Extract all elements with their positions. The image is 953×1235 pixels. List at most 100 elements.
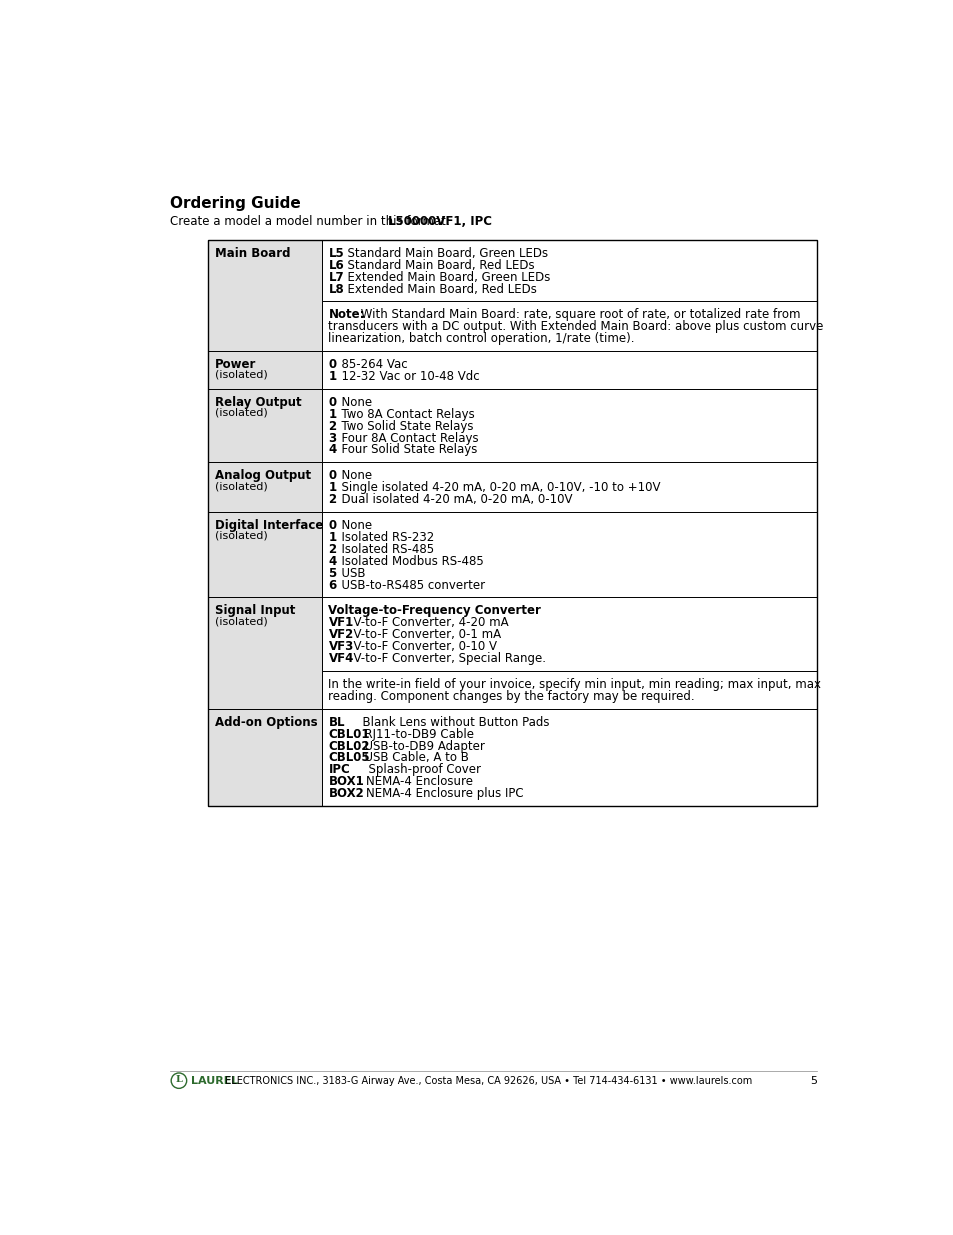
Text: L5: L5 (328, 247, 344, 259)
Text: USB-to-RS485 converter: USB-to-RS485 converter (334, 579, 485, 592)
Bar (208, 389, 322, 462)
Bar (322, 671, 816, 709)
Text: BOX2: BOX2 (328, 787, 364, 800)
Text: (isolated): (isolated) (214, 531, 267, 541)
Bar (208, 240, 322, 351)
Text: VF2: VF2 (328, 629, 354, 641)
Text: None: None (334, 519, 372, 532)
Text: reading. Component changes by the factory may be required.: reading. Component changes by the factor… (328, 690, 695, 703)
Text: Single isolated 4-20 mA, 0-20 mA, 0-10V, -10 to +10V: Single isolated 4-20 mA, 0-20 mA, 0-10V,… (334, 482, 660, 494)
Text: L6: L6 (328, 258, 344, 272)
Text: Voltage-to-Frequency Converter: Voltage-to-Frequency Converter (328, 604, 540, 618)
Text: CBL05: CBL05 (328, 751, 370, 764)
Text: Extended Main Board, Red LEDs: Extended Main Board, Red LEDs (339, 283, 537, 295)
Text: None: None (334, 395, 372, 409)
Bar (322, 598, 816, 671)
Text: 2: 2 (328, 543, 336, 556)
Bar (322, 513, 816, 598)
Text: 85-264 Vac: 85-264 Vac (334, 358, 407, 370)
Text: Analog Output: Analog Output (214, 469, 311, 483)
Text: (isolated): (isolated) (214, 408, 267, 417)
Text: 6: 6 (328, 579, 336, 592)
Text: 1: 1 (328, 408, 336, 421)
Text: L50000VF1, IPC: L50000VF1, IPC (388, 215, 492, 228)
Text: 3: 3 (328, 431, 336, 445)
Bar (322, 301, 816, 351)
Text: In the write-in field of your invoice, specify min input, min reading; max input: In the write-in field of your invoice, s… (328, 678, 821, 690)
Text: Relay Output: Relay Output (214, 395, 301, 409)
Text: USB Cable, A to B: USB Cable, A to B (356, 751, 468, 764)
Bar (208, 240, 816, 806)
Bar (322, 709, 816, 806)
Text: (isolated): (isolated) (214, 482, 267, 492)
Text: BL: BL (328, 716, 345, 729)
Bar (208, 351, 322, 389)
Text: 0: 0 (328, 358, 336, 370)
Text: VF1: VF1 (328, 616, 354, 630)
Text: NEMA-4 Enclosure plus IPC: NEMA-4 Enclosure plus IPC (351, 787, 523, 800)
Text: Power: Power (214, 358, 255, 370)
Text: Signal Input: Signal Input (214, 604, 294, 618)
Text: L: L (175, 1076, 182, 1084)
Text: Isolated RS-485: Isolated RS-485 (334, 543, 434, 556)
Text: BOX1: BOX1 (328, 776, 364, 788)
Bar (322, 240, 816, 301)
Text: Digital Interface: Digital Interface (214, 519, 323, 532)
Text: USB: USB (334, 567, 365, 579)
Text: IPC: IPC (328, 763, 350, 777)
Text: VF4: VF4 (328, 652, 354, 666)
Text: Note:: Note: (328, 309, 365, 321)
Text: Two 8A Contact Relays: Two 8A Contact Relays (334, 408, 475, 421)
Bar (208, 462, 322, 513)
Text: Extended Main Board, Green LEDs: Extended Main Board, Green LEDs (339, 270, 550, 284)
Text: Standard Main Board, Green LEDs: Standard Main Board, Green LEDs (339, 247, 547, 259)
Text: 1: 1 (328, 482, 336, 494)
Text: (isolated): (isolated) (214, 370, 267, 380)
Text: Splash-proof Cover: Splash-proof Cover (345, 763, 480, 777)
Text: LAUREL: LAUREL (191, 1076, 237, 1086)
Bar (208, 598, 322, 709)
Text: NEMA-4 Enclosure: NEMA-4 Enclosure (351, 776, 473, 788)
Text: V-to-F Converter, 0-1 mA: V-to-F Converter, 0-1 mA (345, 629, 500, 641)
Text: Four Solid State Relays: Four Solid State Relays (334, 443, 477, 457)
Text: None: None (334, 469, 372, 483)
Text: Blank Lens without Button Pads: Blank Lens without Button Pads (339, 716, 549, 729)
Text: L8: L8 (328, 283, 344, 295)
Text: With Standard Main Board: rate, square root of rate, or totalized rate from: With Standard Main Board: rate, square r… (356, 309, 800, 321)
Text: ELECTRONICS INC., 3183-G Airway Ave., Costa Mesa, CA 92626, USA • Tel 714-434-61: ELECTRONICS INC., 3183-G Airway Ave., Co… (221, 1076, 751, 1086)
Text: L7: L7 (328, 270, 344, 284)
Text: Isolated RS-232: Isolated RS-232 (334, 531, 434, 543)
Text: 5: 5 (328, 567, 336, 579)
Text: 0: 0 (328, 469, 336, 483)
Text: Create a model a model number in this format:: Create a model a model number in this fo… (170, 215, 453, 228)
Text: 4: 4 (328, 443, 336, 457)
Text: 1: 1 (328, 370, 336, 383)
Text: transducers with a DC output. With Extended Main Board: above plus custom curve: transducers with a DC output. With Exten… (328, 320, 823, 333)
Text: CBL01: CBL01 (328, 727, 370, 741)
Text: V-to-F Converter, Special Range.: V-to-F Converter, Special Range. (345, 652, 545, 666)
Text: V-to-F Converter, 4-20 mA: V-to-F Converter, 4-20 mA (345, 616, 508, 630)
Text: V-to-F Converter, 0-10 V: V-to-F Converter, 0-10 V (345, 640, 496, 653)
Text: USB-to-DB9 Adapter: USB-to-DB9 Adapter (356, 740, 484, 752)
Text: Standard Main Board, Red LEDs: Standard Main Board, Red LEDs (339, 258, 534, 272)
Text: 0: 0 (328, 519, 336, 532)
Text: 4: 4 (328, 555, 336, 568)
Text: linearization, batch control operation, 1/rate (time).: linearization, batch control operation, … (328, 332, 635, 346)
Text: Main Board: Main Board (214, 247, 290, 259)
Text: 0: 0 (328, 395, 336, 409)
Text: RJ11-to-DB9 Cable: RJ11-to-DB9 Cable (356, 727, 474, 741)
Text: Four 8A Contact Relays: Four 8A Contact Relays (334, 431, 478, 445)
Text: Isolated Modbus RS-485: Isolated Modbus RS-485 (334, 555, 483, 568)
Text: Two Solid State Relays: Two Solid State Relays (334, 420, 474, 432)
Text: 2: 2 (328, 493, 336, 506)
Text: Add-on Options: Add-on Options (214, 716, 316, 729)
Bar (322, 351, 816, 389)
Bar (208, 709, 322, 806)
Text: (isolated): (isolated) (214, 616, 267, 626)
Bar (322, 389, 816, 462)
Text: 1: 1 (328, 531, 336, 543)
Text: Ordering Guide: Ordering Guide (170, 196, 300, 211)
Text: VF3: VF3 (328, 640, 354, 653)
Text: Dual isolated 4-20 mA, 0-20 mA, 0-10V: Dual isolated 4-20 mA, 0-20 mA, 0-10V (334, 493, 572, 506)
Text: 5: 5 (809, 1076, 816, 1086)
